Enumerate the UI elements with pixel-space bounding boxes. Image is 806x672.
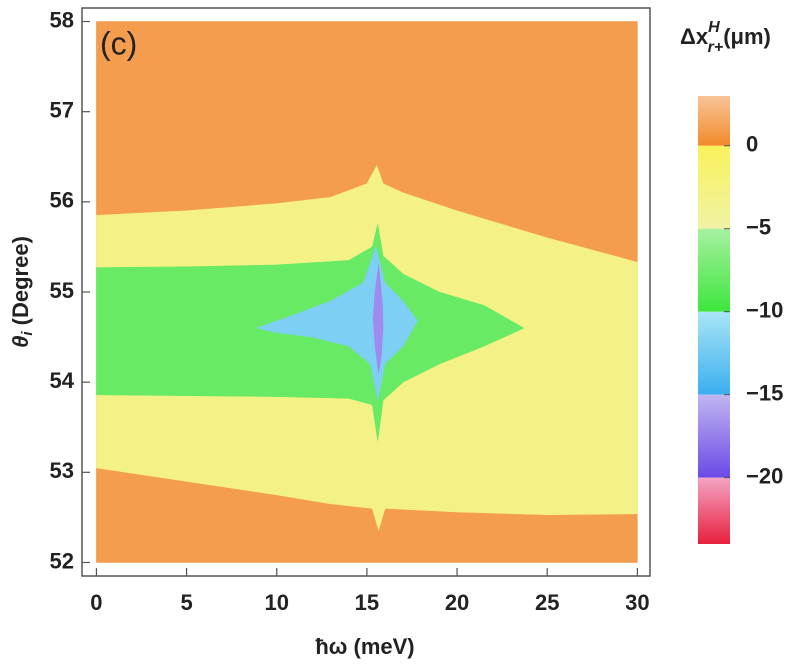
x-tick-label: 25 [535, 590, 559, 615]
colorbar-band [698, 145, 730, 229]
colorbar-label-unit: (μm) [723, 24, 771, 49]
panel-label: (c) [100, 25, 137, 61]
colorbar-tick-label: −5 [746, 215, 771, 240]
x-axis-label: ħω (meV) [315, 634, 414, 659]
x-tick-label: 0 [90, 590, 102, 615]
colorbar-tick-label: 0 [746, 132, 758, 157]
colorbar-label: ΔxH r+(μm) [680, 19, 771, 56]
x-tick-label: 5 [180, 590, 192, 615]
colorbar-label-sup: H [708, 19, 720, 36]
colorbar: 0 −5 −10 −15 −20 [698, 96, 783, 544]
x-tick-label: 10 [265, 590, 289, 615]
colorbar-tick-label: −20 [746, 463, 783, 488]
y-tick-label: 56 [50, 188, 74, 213]
y-tick-label: 55 [50, 278, 74, 303]
y-tick-label: 54 [50, 368, 75, 393]
y-label-symbol: θ [8, 336, 33, 348]
x-tick-label: 30 [625, 590, 649, 615]
colorbar-tick-label: −15 [746, 380, 783, 405]
x-tick-label: 20 [445, 590, 469, 615]
colorbar-band [698, 477, 730, 544]
plot-area [96, 21, 638, 563]
y-axis-label: θi (Degree) [8, 236, 36, 348]
y-tick-label: 57 [50, 97, 74, 122]
colorbar-band [698, 311, 730, 395]
colorbar-band [698, 394, 730, 478]
colorbar-label-base: Δx [680, 24, 709, 49]
y-tick-label: 53 [50, 458, 74, 483]
colorbar-band [698, 96, 730, 146]
y-label-text: (Degree) [8, 236, 33, 331]
y-tick-label: 52 [50, 548, 74, 573]
y-label-sub: i [19, 331, 36, 336]
x-tick-label: 15 [355, 590, 379, 615]
contour-region [372, 264, 384, 374]
y-tick-label: 58 [50, 7, 74, 32]
colorbar-tick-label: −10 [746, 298, 783, 323]
colorbar-label-sub: r+ [708, 39, 724, 56]
colorbar-band [698, 228, 730, 312]
